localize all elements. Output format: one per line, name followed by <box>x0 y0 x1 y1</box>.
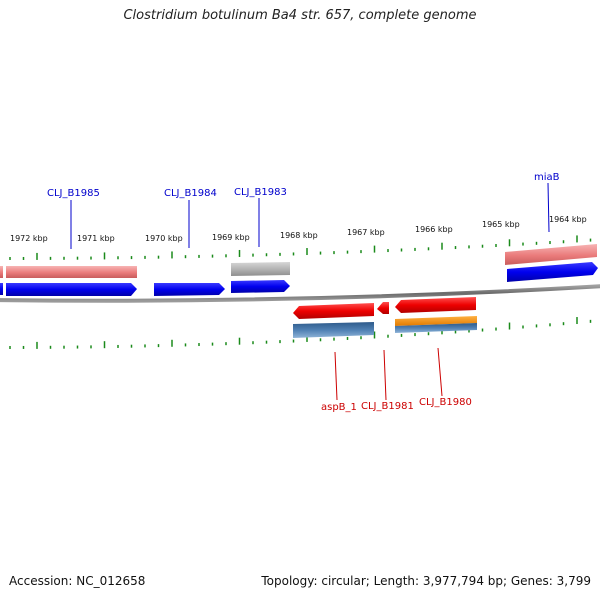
gene-label-clj-b1981[interactable]: CLJ_B1981 <box>361 401 414 412</box>
gene-feature-gray[interactable] <box>231 262 290 276</box>
leader-line-aspb-1 <box>334 351 338 401</box>
cds-clj-b1980[interactable] <box>395 297 476 313</box>
kbp-label: 1967 kbp <box>347 228 385 237</box>
gene-feature-clj-b1985-pink[interactable] <box>6 266 137 278</box>
cds-clj-b1984[interactable] <box>154 283 225 296</box>
gene-feature-left-edge-blue[interactable] <box>0 283 3 295</box>
leader-line-clj-b1981 <box>383 349 387 401</box>
leader-line-miab <box>547 182 550 233</box>
gene-label-clj-b1980[interactable]: CLJ_B1980 <box>419 397 472 408</box>
kbp-label: 1964 kbp <box>549 215 587 224</box>
genome-backbone <box>0 284 600 303</box>
gene-label-aspb-1[interactable]: aspB_1 <box>321 402 357 413</box>
gene-feature-clj-b1980-orange[interactable] <box>395 316 477 326</box>
cds-aspb-1[interactable] <box>293 303 374 319</box>
gene-label-clj-b1983[interactable]: CLJ_B1983 <box>234 187 287 198</box>
kbp-label: 1966 kbp <box>415 225 453 234</box>
gene-feature-left-edge-pink[interactable] <box>0 266 3 278</box>
cds-clj-b1983[interactable] <box>231 280 290 293</box>
kbp-label: 1972 kbp <box>10 234 48 243</box>
gene-feature-miab-pink[interactable] <box>505 244 597 265</box>
kbp-label: 1965 kbp <box>482 220 520 229</box>
cds-miab[interactable] <box>507 262 598 282</box>
kbp-label: 1968 kbp <box>280 231 318 240</box>
gene-feature-clj-b1980-steel[interactable] <box>395 323 477 333</box>
tick-track-top <box>9 235 592 260</box>
topology-text: Topology: circular; Length: 3,977,794 bp… <box>261 574 591 588</box>
gene-label-clj-b1985[interactable]: CLJ_B1985 <box>47 188 100 199</box>
cds-clj-b1981[interactable] <box>377 302 389 314</box>
cds-clj-b1985[interactable] <box>6 283 137 296</box>
leader-line-clj-b1980 <box>437 347 443 397</box>
kbp-label: 1971 kbp <box>77 234 115 243</box>
accession-text: Accession: NC_012658 <box>9 574 146 588</box>
tick-track-bottom <box>9 317 592 349</box>
kbp-label: 1969 kbp <box>212 233 250 242</box>
gene-label-miab[interactable]: miaB <box>534 172 560 183</box>
kbp-label: 1970 kbp <box>145 234 183 243</box>
gene-label-clj-b1984[interactable]: CLJ_B1984 <box>164 188 217 199</box>
page-title: Clostridium botulinum Ba4 str. 657, comp… <box>123 8 477 23</box>
gene-feature-aspb-1-steel[interactable] <box>293 322 374 338</box>
